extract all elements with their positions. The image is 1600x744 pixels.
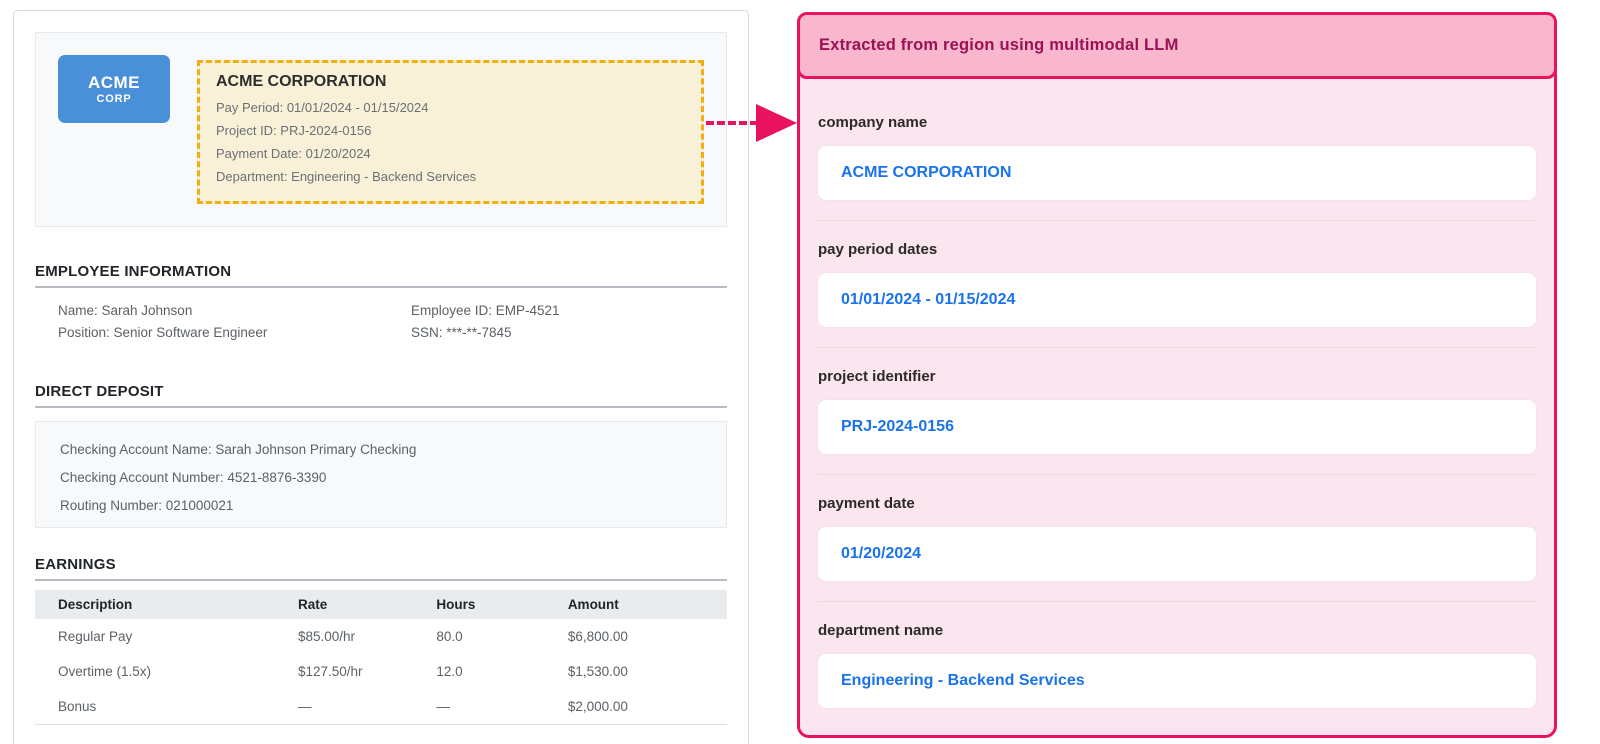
logo-text-primary: ACME	[87, 72, 141, 92]
cell-description: Overtime (1.5x)	[58, 664, 152, 679]
field-value-box: PRJ-2024-0156	[818, 400, 1536, 454]
extraction-panel-header: Extracted from region using multimodal L…	[797, 12, 1557, 79]
paystub-document: ACME CORP ACME CORPORATION Pay Period: 0…	[13, 10, 749, 744]
field-label: pay period dates	[818, 241, 938, 258]
employee-id: Employee ID: EMP-4521	[411, 303, 560, 318]
extraction-arrow-line	[706, 121, 758, 125]
payment-date-line: Payment Date: 01/20/2024	[216, 146, 371, 161]
section-title-earnings: EARNINGS	[35, 556, 727, 581]
field-value-box: Engineering - Backend Services	[818, 654, 1536, 708]
field-label: payment date	[818, 495, 915, 512]
col-amount: Amount	[567, 590, 727, 619]
table-row: Overtime (1.5x) $127.50/hr 12.0 $1,530.0…	[35, 654, 727, 689]
field-project-identifier: project identifier PRJ-2024-0156	[818, 368, 1536, 454]
checking-account-name: Checking Account Name: Sarah Johnson Pri…	[60, 442, 417, 457]
cell-description: Regular Pay	[58, 629, 133, 644]
arrow-right-icon	[756, 104, 797, 142]
field-value: PRJ-2024-0156	[841, 418, 954, 435]
table-row: Regular Pay $85.00/hr 80.0 $6,800.00	[35, 619, 727, 654]
direct-deposit-section: DIRECT DEPOSIT Checking Account Name: Sa…	[35, 383, 727, 528]
field-label: department name	[818, 622, 944, 639]
field-department-name: department name Engineering - Backend Se…	[818, 622, 1536, 708]
extraction-panel-title: Extracted from region using multimodal L…	[819, 36, 1179, 54]
checking-account-number: Checking Account Number: 4521-8876-3390	[60, 470, 327, 485]
section-title-direct-deposit: DIRECT DEPOSIT	[35, 383, 727, 408]
cell-amount: $2,000.00	[567, 689, 727, 725]
extraction-panel: Extracted from region using multimodal L…	[797, 12, 1557, 738]
highlighted-extraction-region: ACME CORPORATION Pay Period: 01/01/2024 …	[197, 60, 704, 204]
employee-position: Position: Senior Software Engineer	[58, 324, 268, 340]
cell-hours: —	[436, 689, 568, 725]
cell-hours: 12.0	[436, 664, 463, 679]
document-header-box: ACME CORP ACME CORPORATION Pay Period: 0…	[35, 32, 727, 227]
col-hours: Hours	[436, 590, 568, 619]
field-divider	[818, 347, 1536, 348]
field-divider	[818, 601, 1536, 602]
pay-period-line: Pay Period: 01/01/2024 - 01/15/2024	[216, 100, 429, 115]
col-description: Description	[35, 590, 298, 619]
employee-information-section: EMPLOYEE INFORMATION Name: Sarah Johnson…	[35, 263, 727, 343]
field-value-box: ACME CORPORATION	[818, 146, 1536, 200]
extraction-panel-body: company name ACME CORPORATION pay period…	[800, 79, 1554, 708]
field-payment-date: payment date 01/20/2024	[818, 495, 1536, 581]
field-value: Engineering - Backend Services	[841, 672, 1085, 689]
department-line: Department: Engineering - Backend Servic…	[216, 169, 477, 184]
earnings-section: EARNINGS Description Rate Hours Amount R…	[35, 556, 727, 725]
logo-text-secondary: CORP	[96, 92, 132, 105]
cell-hours: 80.0	[436, 629, 463, 644]
field-value: 01/20/2024	[841, 545, 922, 562]
project-id-line: Project ID: PRJ-2024-0156	[216, 123, 372, 138]
field-value-box: 01/01/2024 - 01/15/2024	[818, 273, 1536, 327]
field-value: ACME CORPORATION	[841, 164, 1012, 181]
field-pay-period-dates: pay period dates 01/01/2024 - 01/15/2024	[818, 241, 1536, 327]
employee-name: Name: Sarah Johnson	[58, 303, 193, 318]
section-title-employee-information: EMPLOYEE INFORMATION	[35, 263, 727, 288]
cell-amount: $6,800.00	[567, 629, 628, 644]
cell-rate: —	[297, 689, 437, 725]
employee-info-grid: Name: Sarah Johnson Employee ID: EMP-452…	[58, 300, 727, 343]
field-company-name: company name ACME CORPORATION	[818, 114, 1536, 200]
cell-rate: $85.00/hr	[297, 629, 355, 644]
cell-rate: $127.50/hr	[297, 664, 363, 679]
employee-ssn: SSN: ***-**-7845	[411, 324, 512, 340]
direct-deposit-box: Checking Account Name: Sarah Johnson Pri…	[35, 421, 727, 528]
routing-number: Routing Number: 021000021	[60, 498, 234, 513]
field-value: 01/01/2024 - 01/15/2024	[841, 291, 1016, 308]
col-rate: Rate	[297, 590, 437, 619]
company-name-text: ACME CORPORATION	[216, 73, 387, 90]
field-value-box: 01/20/2024	[818, 527, 1536, 581]
cell-amount: $1,530.00	[567, 664, 628, 679]
field-divider	[818, 220, 1536, 221]
field-divider	[818, 474, 1536, 475]
company-logo: ACME CORP	[58, 55, 170, 123]
cell-description: Bonus	[35, 689, 298, 725]
field-label: company name	[818, 114, 928, 131]
earnings-table: Description Rate Hours Amount Regular Pa…	[35, 590, 727, 725]
field-label: project identifier	[818, 368, 936, 385]
table-row: Bonus — — $2,000.00	[35, 689, 727, 725]
earnings-header-row: Description Rate Hours Amount	[35, 590, 727, 619]
